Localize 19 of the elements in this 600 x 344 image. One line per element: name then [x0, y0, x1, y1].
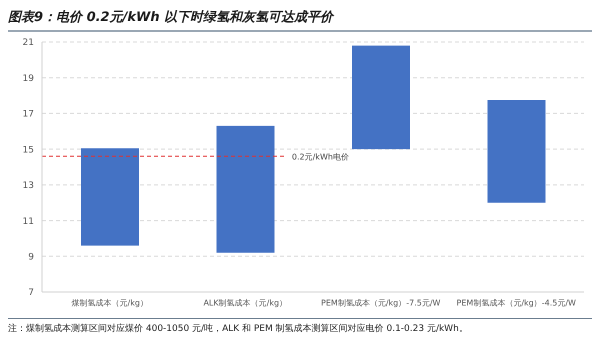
text: 注：煤制氢成本测算区间对应煤价 400-1050 元/吨，ALK 和 PEM 制氢成本测算区间对应电价 0.1-0.23 元/kWh。: [8, 322, 469, 335]
y-tick-label: 9: [28, 252, 34, 262]
y-tick-label: 17: [22, 110, 34, 120]
bar: [81, 148, 139, 246]
x-tick-label: PEM制氢成本（元/kg）-4.5元/W: [456, 298, 576, 308]
bar: [488, 100, 546, 203]
y-tick-label: 21: [22, 38, 34, 48]
x-tick-label: 煤制氢成本（元/kg）: [72, 298, 148, 308]
y-tick-label: 13: [22, 181, 34, 192]
chart-title: 图表9：电价 0.2元/kWh 以下时绿氢和灰氢可达成平价: [8, 8, 592, 32]
bar: [216, 126, 274, 253]
x-tick-label: ALK制氢成本（元/kg）: [203, 298, 288, 308]
y-tick-label: 11: [22, 216, 34, 227]
bar: [352, 46, 410, 150]
y-tick-label: 7: [28, 288, 34, 298]
y-tick-label: 15: [22, 145, 34, 156]
y-tick-label: 19: [22, 74, 34, 84]
ref-line-label: 0.2元/kWh电价: [292, 152, 349, 162]
x-tick-label: PEM制氢成本（元/kg）-7.5元/W: [321, 298, 441, 308]
